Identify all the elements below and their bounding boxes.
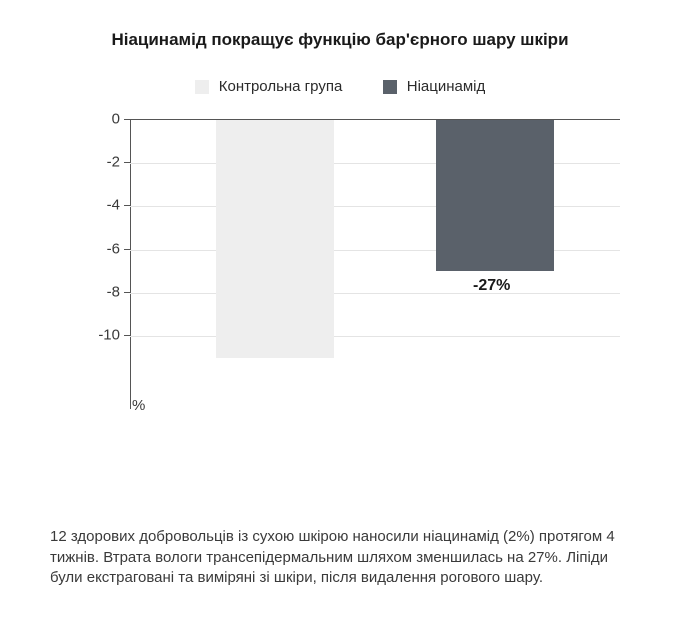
gridline <box>130 336 620 337</box>
legend-item-control: Контрольна група <box>195 78 343 95</box>
y-tick-label: -8 <box>70 283 120 300</box>
bar <box>216 120 334 358</box>
legend-swatch-niacinamide <box>383 80 397 94</box>
legend-item-niacinamide: Ніацинамід <box>383 78 486 95</box>
y-tick-label: -6 <box>70 240 120 257</box>
y-tick-label: -2 <box>70 153 120 170</box>
y-tick-mark <box>124 205 130 206</box>
bar-annotation: -27% <box>473 277 510 295</box>
chart-container: Ніацинамід покращує функцію бар'єрного ш… <box>0 0 680 630</box>
y-tick-mark <box>124 292 130 293</box>
y-tick-label: -4 <box>70 197 120 214</box>
y-tick-mark <box>124 249 130 250</box>
y-tick-mark <box>124 162 130 163</box>
y-tick-mark <box>124 119 130 120</box>
bar <box>436 120 554 272</box>
legend-swatch-control <box>195 80 209 94</box>
legend-label-control: Контрольна група <box>219 78 343 95</box>
y-tick-label: -10 <box>70 327 120 344</box>
y-tick-mark <box>124 335 130 336</box>
legend-label-niacinamide: Ніацинамід <box>407 78 486 95</box>
chart-title: Ніацинамід покращує функцію бар'єрного ш… <box>50 30 630 50</box>
caption-text: 12 здорових добровольців із сухою шкірою… <box>50 527 620 588</box>
y-tick-label: 0 <box>70 110 120 127</box>
plot-area: -27% <box>130 119 620 379</box>
y-axis-unit: % <box>132 397 145 414</box>
chart-area: -27% 0-2-4-6-8-10 % <box>70 119 630 419</box>
legend: Контрольна група Ніацинамід <box>50 78 630 99</box>
gridline <box>130 293 620 294</box>
